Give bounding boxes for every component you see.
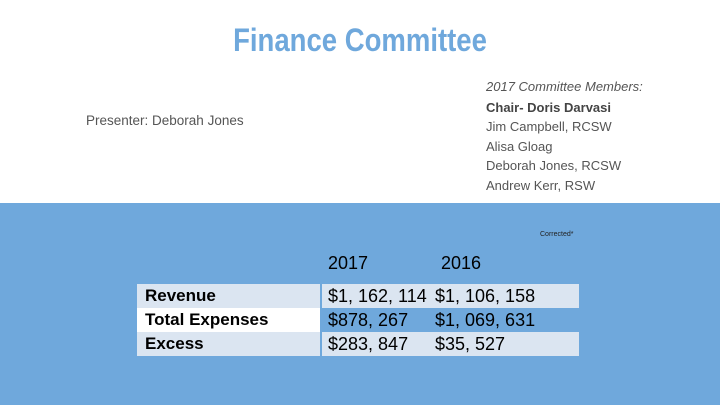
cell-2016: $1, 106, 158 <box>431 284 579 308</box>
cell-2017: $283, 847 <box>320 332 431 356</box>
row-label: Excess <box>145 334 204 353</box>
members-heading: 2017 Committee Members: <box>486 79 643 94</box>
members-chair: Chair- Doris Darvasi <box>486 99 611 115</box>
table-row: Total Expenses $878, 267 $1, 069, 631 <box>137 308 579 332</box>
column-divider <box>320 284 322 356</box>
cell-2017: $1, 162, 114 <box>320 284 431 308</box>
row-label: Total Expenses <box>137 308 320 332</box>
member-item: Deborah Jones, RCSW <box>486 158 622 173</box>
cell-2016: $1, 069, 631 <box>431 308 579 332</box>
member-item: Alisa Gloag <box>486 138 553 154</box>
column-header-2016: 2016 <box>441 253 482 273</box>
cell-2017: $878, 267 <box>320 308 431 332</box>
member-item: Andrew Kerr, RSW <box>486 177 596 193</box>
row-label: Revenue <box>145 286 216 305</box>
cell-2016: $35, 527 <box>431 332 579 356</box>
table-row: Revenue $1, 162, 114 $1, 106, 158 <box>137 284 579 308</box>
table-row: Excess $283, 847 $35, 527 <box>137 332 579 356</box>
committee-members: 2017 Committee Members: Chair- Doris Dar… <box>486 77 643 195</box>
corrected-note: Corrected* <box>540 231 574 238</box>
presenter-text: Presenter: Deborah Jones <box>86 113 244 128</box>
member-item: Jim Campbell, RCSW <box>486 119 612 134</box>
column-header-2017: 2017 <box>328 253 369 273</box>
page-title: Finance Committee <box>233 22 487 58</box>
